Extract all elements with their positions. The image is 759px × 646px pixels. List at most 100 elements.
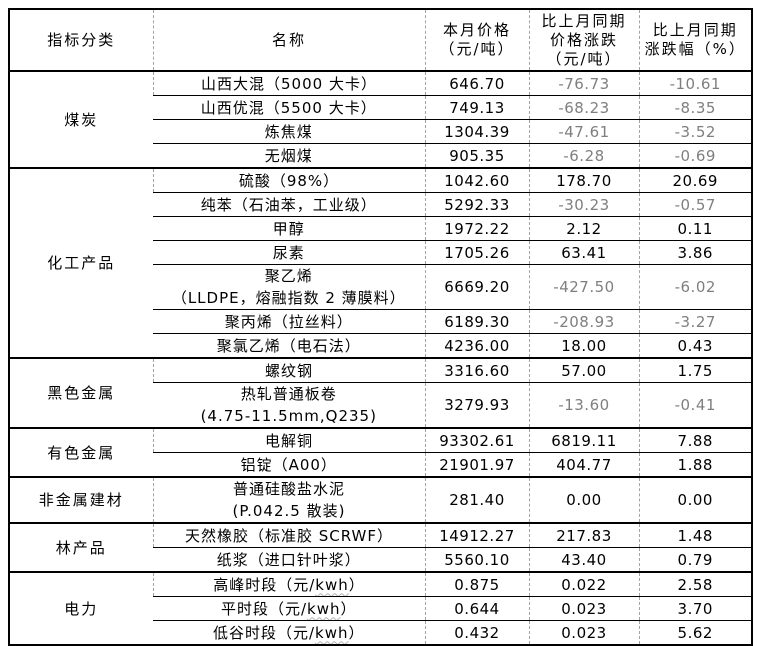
change-cell: 0.00 [528, 476, 639, 523]
pct-cell: -3.52 [638, 119, 752, 144]
name-cell: 甲醇 [153, 216, 425, 241]
change-cell: 217.83 [528, 522, 639, 548]
pct-cell: 0.00 [638, 476, 752, 523]
category-cell: 黑色金属 [9, 357, 153, 428]
change-cell: 178.70 [528, 167, 639, 193]
name-cell: 平时段（元/kwh） [153, 596, 425, 621]
name-cell: 螺纹钢 [152, 357, 425, 383]
category-cell: 电力 [9, 571, 153, 645]
pct-cell: 3.70 [638, 596, 752, 621]
spellcheck-underlined-word: kwh [315, 575, 349, 594]
price-cell: 5560.10 [424, 547, 529, 572]
pct-cell: -0.69 [638, 143, 752, 168]
change-cell: 2.12 [528, 216, 639, 241]
pct-cell: 0.11 [638, 216, 752, 241]
price-cell: 0.644 [424, 596, 529, 621]
name-cell: 山西大混（5000 大卡） [152, 70, 425, 96]
table-row: 黑色金属 螺纹钢 3316.60 57.00 1.75 [9, 357, 752, 428]
pct-cell: 0.79 [638, 547, 752, 572]
table-row: 有色金属 电解铜 93302.61 6819.11 7.88 [9, 427, 752, 477]
price-cell: 21901.97 [424, 452, 529, 477]
name-cell: 铝锭（A00） [153, 452, 425, 477]
table-row: 林产品 天然橡胶（标准胶 SCRWF） 14912.27 217.83 1.48 [9, 522, 752, 572]
table-row: 纯苯（石油苯，工业级） 5292.33 -30.23 -0.57 [9, 192, 752, 217]
change-cell: -6.28 [528, 143, 639, 168]
table-row: 甲醇 1972.22 2.12 0.11 [9, 216, 752, 241]
pct-cell: -3.27 [638, 309, 752, 334]
pct-cell: -10.61 [638, 70, 752, 96]
pct-cell: 7.88 [638, 427, 752, 453]
name-cell: 电解铜 [152, 427, 425, 453]
pct-cell: -0.41 [638, 382, 752, 428]
price-cell: 1304.39 [424, 119, 529, 144]
price-cell: 1042.60 [424, 167, 529, 193]
change-cell: -427.50 [528, 264, 639, 310]
name-cell: 天然橡胶（标准胶 SCRWF） [152, 522, 425, 548]
name-cell: 热轧普通板卷 (4.75-11.5mm,Q235) [153, 382, 425, 428]
price-cell: 0.432 [424, 620, 529, 645]
header-name: 名称 [152, 9, 425, 72]
name-cell: 聚乙烯 （LLDPE，熔融指数 2 薄膜料） [153, 264, 425, 310]
pct-cell: 1.48 [638, 522, 752, 548]
header-price-change: 比上月同期 价格涨跌 （元/吨） [528, 9, 639, 72]
name-cell: 聚氯乙烯（电石法） [153, 333, 425, 358]
table-row: 尿素 1705.26 63.41 3.86 [9, 240, 752, 265]
header-row: 指标分类 名称 本月价格 （元/吨） 比上月同期 价格涨跌 （元/吨） 比上月同… [9, 9, 752, 72]
category-cell: 有色金属 [9, 427, 153, 477]
pct-cell: -0.57 [638, 192, 752, 217]
table-row: 热轧普通板卷 (4.75-11.5mm,Q235) 3279.93 -13.60 -0… [9, 382, 752, 428]
table-row: 山西优混（5500 大卡） 749.13 -68.23 -8.35 [9, 95, 752, 120]
price-cell: 6669.20 [424, 264, 529, 310]
header-current-price: 本月价格 （元/吨） [424, 9, 529, 72]
name-cell: 纸浆（进口针叶浆） [153, 547, 425, 572]
change-cell: 404.77 [528, 452, 639, 477]
category-cell: 煤炭 [9, 70, 153, 168]
name-cell: 炼焦煤 [153, 119, 425, 144]
pct-cell: 1.88 [638, 452, 752, 477]
change-cell: 57.00 [528, 357, 639, 383]
change-cell: 0.023 [528, 596, 639, 621]
change-cell: 0.022 [528, 571, 639, 597]
change-cell: 6819.11 [528, 427, 639, 453]
table-row: 非金属建材 普通硅酸盐水泥 (P.042.5 散装) 281.40 0.00 0.00 [9, 476, 752, 523]
change-cell: -68.23 [528, 95, 639, 120]
price-cell: 3279.93 [424, 382, 529, 428]
table-row: 纸浆（进口针叶浆） 5560.10 43.40 0.79 [9, 547, 752, 572]
pct-cell: 1.75 [638, 357, 752, 383]
price-cell: 3316.60 [424, 357, 529, 383]
table-row: 聚乙烯 （LLDPE，熔融指数 2 薄膜料） 6669.20 -427.50 -6.0… [9, 264, 752, 310]
change-cell: -30.23 [528, 192, 639, 217]
header-category: 指标分类 [9, 9, 153, 72]
price-cell: 646.70 [424, 70, 529, 96]
category-cell: 化工产品 [9, 167, 153, 358]
commodity-price-table: 指标分类 名称 本月价格 （元/吨） 比上月同期 价格涨跌 （元/吨） 比上月同… [8, 8, 753, 646]
price-cell: 4236.00 [424, 333, 529, 358]
pct-cell: -6.02 [638, 264, 752, 310]
header-pct-change: 比上月同期 涨跌幅（%） [638, 9, 752, 72]
name-cell: 山西优混（5500 大卡） [153, 95, 425, 120]
category-cell: 林产品 [9, 522, 153, 572]
price-cell: 14912.27 [424, 522, 529, 548]
change-cell: -208.93 [528, 309, 639, 334]
change-cell: 63.41 [528, 240, 639, 265]
pct-cell: 20.69 [638, 167, 752, 193]
name-cell: 纯苯（石油苯，工业级） [153, 192, 425, 217]
price-cell: 0.875 [424, 571, 529, 597]
change-cell: -47.61 [528, 119, 639, 144]
pct-cell: 2.58 [638, 571, 752, 597]
price-cell: 749.13 [424, 95, 529, 120]
table-row: 化工产品 硫酸（98%） 1042.60 178.70 20.69 [9, 167, 752, 358]
name-cell: 硫酸（98%） [152, 167, 425, 193]
table-row: 铝锭（A00） 21901.97 404.77 1.88 [9, 452, 752, 477]
table-row: 煤炭 山西大混（5000 大卡） 646.70 -76.73 -10.61 [9, 70, 752, 168]
name-cell: 高峰时段（元/kwh） [152, 571, 425, 597]
category-cell: 非金属建材 [9, 476, 153, 523]
pct-cell: -8.35 [638, 95, 752, 120]
name-cell: 低谷时段（元/kwh） [153, 620, 425, 645]
table-row: 炼焦煤 1304.39 -47.61 -3.52 [9, 119, 752, 144]
table-row: 低谷时段（元/kwh） 0.432 0.023 5.62 [9, 620, 752, 645]
table-body: 煤炭 山西大混（5000 大卡） 646.70 -76.73 -10.61 山西优混（55… [9, 70, 752, 645]
pct-cell: 0.43 [638, 333, 752, 358]
name-cell: 聚丙烯（拉丝料） [153, 309, 425, 334]
